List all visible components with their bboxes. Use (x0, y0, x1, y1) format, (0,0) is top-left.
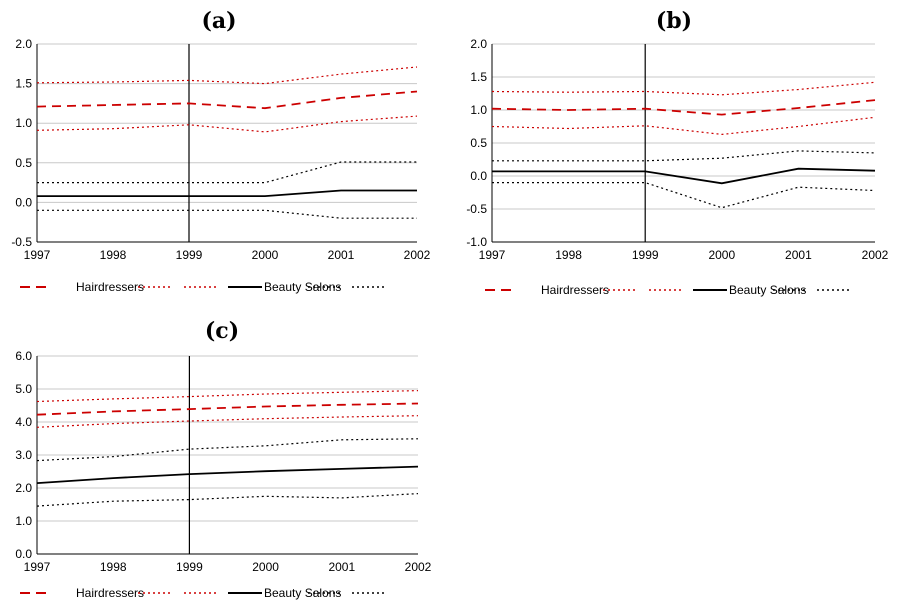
series-line-1 (491, 81, 876, 96)
y-tick-label: 1.5 (470, 70, 487, 84)
y-tick-label: 0.5 (470, 136, 487, 150)
legend-label: Hairdressers (76, 280, 144, 294)
legend: Hairdressers Beauty Salons (20, 280, 386, 294)
x-tick-label: 2000 (252, 248, 279, 262)
series-line-2 (491, 116, 876, 136)
y-tick-label: 2.0 (15, 37, 32, 51)
x-tick-label: 2000 (708, 248, 735, 262)
legend: Hairdressers Beauty Salons (20, 586, 386, 600)
y-tick-label: 5.0 (15, 382, 32, 396)
x-tick-label: 2001 (785, 248, 812, 262)
chart-title: (b) (656, 8, 692, 34)
y-tick-label: 0.0 (15, 547, 32, 561)
y-tick-label: 3.0 (15, 448, 32, 462)
series-line-4 (36, 438, 419, 462)
y-tick-label: -0.5 (466, 202, 487, 216)
x-tick-label: 1998 (100, 248, 127, 262)
series-line-3 (37, 189, 417, 198)
x-tick-label: 1997 (24, 560, 51, 574)
y-tick-label: 0.0 (15, 195, 32, 209)
y-tick-label: -0.5 (11, 235, 32, 249)
series-line-4 (492, 150, 876, 162)
y-tick-label: 1.5 (15, 77, 32, 91)
x-tick-label: 1998 (100, 560, 127, 574)
y-tick-label: 0.5 (15, 156, 32, 170)
y-tick-label: 0.0 (470, 169, 487, 183)
legend: Hairdressers Beauty Salons (485, 283, 851, 297)
y-tick-label: 1.0 (15, 116, 32, 130)
series-line-1 (36, 66, 418, 85)
x-tick-label: 2001 (328, 248, 355, 262)
y-tick-label: 2.0 (470, 37, 487, 51)
legend-label: Beauty Salons (264, 586, 341, 600)
y-tick-label: 6.0 (15, 349, 32, 363)
chart-title: (a) (201, 8, 236, 34)
x-tick-label: 2001 (328, 560, 355, 574)
series-line-4 (37, 161, 417, 184)
y-tick-label: 2.0 (15, 481, 32, 495)
series-line-2 (36, 415, 419, 428)
series-line-0 (36, 402, 419, 416)
x-tick-label: 1999 (632, 248, 659, 262)
series-line-0 (491, 99, 876, 116)
chart-2: (c) 0.0 1.0 2.0 3.0 4.0 5.0 6.0 1997 1998 1999 2000… (15, 318, 431, 600)
series-line-5 (492, 182, 876, 209)
x-tick-label: 2002 (405, 560, 432, 574)
legend-label: Beauty Salons (729, 283, 806, 297)
y-tick-label: 1.0 (15, 514, 32, 528)
chart-1: (b) -1.0 -0.5 0.0 0.5 1.0 1.5 2.0 1997 1998 1999 20… (466, 8, 888, 297)
x-tick-label: 1997 (479, 248, 506, 262)
x-tick-label: 1999 (176, 248, 203, 262)
x-tick-label: 2000 (252, 560, 279, 574)
legend-label: Hairdressers (541, 283, 609, 297)
chart-title: (c) (205, 318, 239, 344)
series-line-0 (36, 90, 418, 110)
y-tick-label: -1.0 (466, 235, 487, 249)
legend-label: Beauty Salons (264, 280, 341, 294)
x-tick-label: 1998 (555, 248, 582, 262)
chart-0: (a) -0.5 0.0 0.5 1.0 1.5 2.0 1997 1998 1999 2000 20… (11, 8, 430, 294)
series-line-1 (36, 390, 419, 403)
series-line-5 (37, 209, 417, 219)
y-tick-label: 1.0 (470, 103, 487, 117)
x-tick-label: 1997 (24, 248, 51, 262)
series-line-5 (36, 493, 419, 507)
x-tick-label: 2002 (862, 248, 889, 262)
y-tick-label: 4.0 (15, 415, 32, 429)
series-line-2 (36, 115, 418, 133)
series-line-3 (492, 167, 876, 185)
series-line-3 (36, 465, 419, 484)
x-tick-label: 2002 (404, 248, 431, 262)
x-tick-label: 1999 (176, 560, 203, 574)
legend-label: Hairdressers (76, 586, 144, 600)
